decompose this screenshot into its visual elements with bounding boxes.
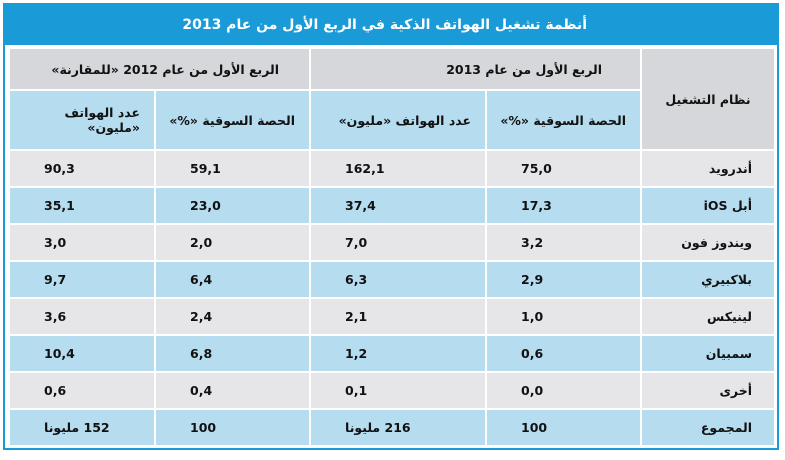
units-2012: 10,4 [8, 336, 154, 373]
share-2013: 0,0 [485, 373, 640, 410]
share-2012: 0,4 [154, 373, 309, 410]
group-header-2012: الربع الأول من عام 2012 «للمقارنة» [8, 49, 309, 91]
os-name: أندرويد [640, 151, 774, 188]
table-frame: أنظمة تشغيل الهواتف الذكية في الربع الأو… [3, 3, 779, 450]
units-2012: 9,7 [8, 262, 154, 299]
share-2013: 3,2 [485, 225, 640, 262]
units-2013: 7,0 [309, 225, 485, 262]
share-2012-header: الحصة السوقية «%» [154, 91, 309, 151]
share-2013: 17,3 [485, 188, 640, 225]
os-name: لينيكس [640, 299, 774, 336]
os-column-header: نظام التشغيل [640, 49, 774, 151]
share-2012: 6,8 [154, 336, 309, 373]
share-2012: 23,0 [154, 188, 309, 225]
total-share-2013: 100 [485, 410, 640, 447]
table-row: سمبيان 0,6 1,2 6,8 10,4 [8, 336, 774, 373]
units-2013: 6,3 [309, 262, 485, 299]
units-2013: 37,4 [309, 188, 485, 225]
total-row: المجموع 100 216 مليونا 100 152 مليونا [8, 410, 774, 447]
share-2013: 1,0 [485, 299, 640, 336]
units-2012: 35,1 [8, 188, 154, 225]
units-2012: 90,3 [8, 151, 154, 188]
share-2012: 6,4 [154, 262, 309, 299]
share-2013: 2,9 [485, 262, 640, 299]
share-2012: 59,1 [154, 151, 309, 188]
table-row: بلاكبيري 2,9 6,3 6,4 9,7 [8, 262, 774, 299]
units-2013: 2,1 [309, 299, 485, 336]
share-2013-header: الحصة السوقية «%» [485, 91, 640, 151]
table-row: أبل iOS 17,3 37,4 23,0 35,1 [8, 188, 774, 225]
smartphone-os-table: نظام التشغيل الربع الأول من عام 2013 الر… [8, 49, 774, 447]
os-name: أخرى [640, 373, 774, 410]
total-units-2012: 152 مليونا [8, 410, 154, 447]
os-name: سمبيان [640, 336, 774, 373]
table-row: لينيكس 1,0 2,1 2,4 3,6 [8, 299, 774, 336]
table-row: أخرى 0,0 0,1 0,4 0,6 [8, 373, 774, 410]
group-header-2013: الربع الأول من عام 2013 [309, 49, 640, 91]
os-name: بلاكبيري [640, 262, 774, 299]
units-2012: 0,6 [8, 373, 154, 410]
share-2013: 75,0 [485, 151, 640, 188]
units-2013: 162,1 [309, 151, 485, 188]
units-2012: 3,6 [8, 299, 154, 336]
table-title: أنظمة تشغيل الهواتف الذكية في الربع الأو… [5, 5, 777, 45]
units-2012: 3,0 [8, 225, 154, 262]
os-name: ويندوز فون [640, 225, 774, 262]
units-2013: 1,2 [309, 336, 485, 373]
share-2012: 2,4 [154, 299, 309, 336]
total-units-2013: 216 مليونا [309, 410, 485, 447]
units-2013-header: عدد الهواتف «مليون» [309, 91, 485, 151]
total-share-2012: 100 [154, 410, 309, 447]
share-2012: 2,0 [154, 225, 309, 262]
share-2013: 0,6 [485, 336, 640, 373]
total-label: المجموع [640, 410, 774, 447]
table-row: أندرويد 75,0 162,1 59,1 90,3 [8, 151, 774, 188]
os-name: أبل iOS [640, 188, 774, 225]
units-2012-header: عدد الهواتف «مليون» [8, 91, 154, 151]
units-2013: 0,1 [309, 373, 485, 410]
table-row: ويندوز فون 3,2 7,0 2,0 3,0 [8, 225, 774, 262]
